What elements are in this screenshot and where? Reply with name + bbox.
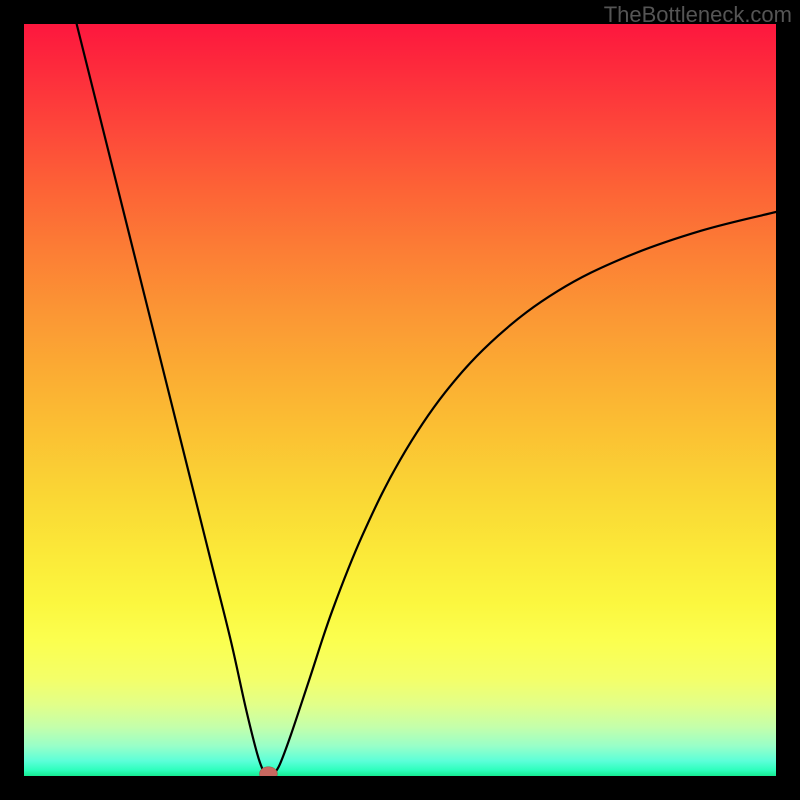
bottleneck-chart: TheBottleneck.com <box>0 0 800 800</box>
chart-gradient-background <box>24 24 776 776</box>
chart-svg <box>0 0 800 800</box>
watermark-label: TheBottleneck.com <box>604 2 792 28</box>
